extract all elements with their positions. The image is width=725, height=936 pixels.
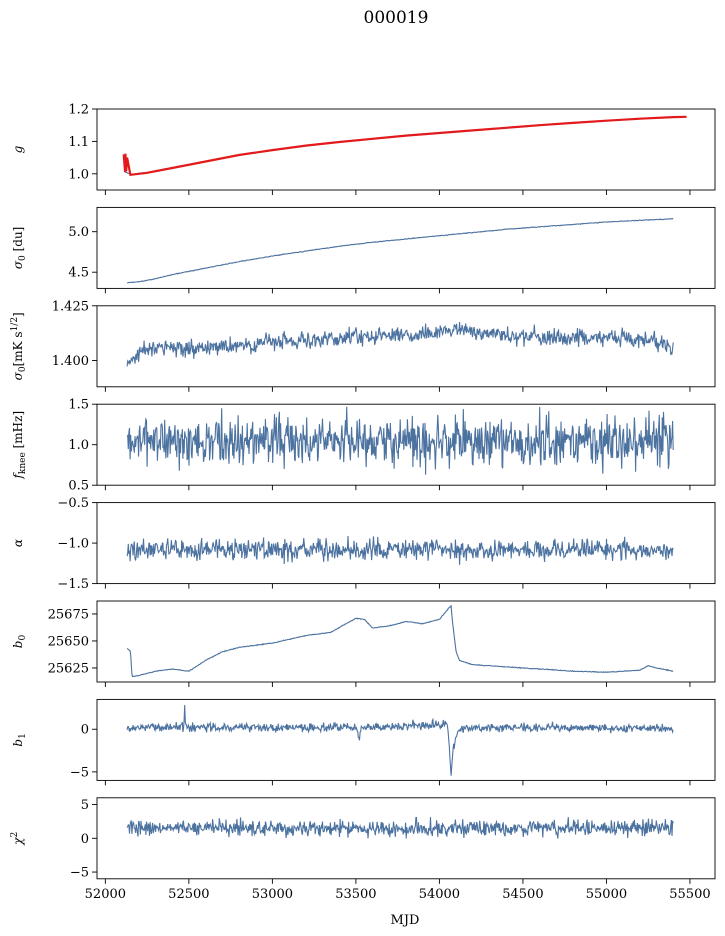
series-sigma0-du xyxy=(126,217,674,284)
y-tick-label: 1.0 xyxy=(68,438,89,453)
x-tick-label: 54500 xyxy=(502,887,543,902)
x-tick-label: 53500 xyxy=(335,887,376,902)
y-tick-label: 0 xyxy=(81,832,89,847)
axes-frame-sigma0-mk xyxy=(96,305,716,388)
panel-sigma0-du: 4.5 5.0 σ0 [du] xyxy=(11,206,716,294)
panel-b0: 25625 25650 25675 b0 xyxy=(11,600,716,687)
y-axis-label-sigma0-du: σ0 [du] xyxy=(11,227,28,270)
y-tick-label: −5 xyxy=(70,765,89,780)
y-tick-label: 4.5 xyxy=(68,266,89,281)
axes-frame-sigma0-du xyxy=(96,206,716,289)
axes-frame-g xyxy=(96,108,716,191)
y-tick-label: −1.0 xyxy=(57,537,89,552)
series-sigma0-mk xyxy=(126,321,674,367)
y-tick-label: 1.2 xyxy=(68,103,89,118)
y-tick-label: 1.5 xyxy=(68,398,89,413)
y-tick-label: 1.400 xyxy=(52,354,89,369)
y-axis-label-g: g xyxy=(11,145,25,153)
y-axis-label-fknee: fknee [mHz] xyxy=(11,411,28,480)
figure-title: 000019 xyxy=(364,8,429,28)
series-b0 xyxy=(126,604,674,678)
panel-b1: −5 0 b1 xyxy=(11,698,716,786)
y-tick-label: −0.5 xyxy=(57,496,89,511)
x-tick-label: 55500 xyxy=(669,887,710,902)
y-axis-label-b1: b1 xyxy=(11,733,28,746)
y-tick-label: 5 xyxy=(81,798,89,813)
y-tick-label: 1.0 xyxy=(68,167,89,182)
axes-frame-b1 xyxy=(96,698,716,781)
panel-alpha: −1.5 −1.0 −0.5 α xyxy=(11,496,716,592)
y-axis-label-chi2: χ2 xyxy=(10,832,25,846)
g-fit-series xyxy=(122,115,687,177)
series-alpha xyxy=(126,535,674,565)
x-tick-label: 52000 xyxy=(85,887,126,902)
y-axis-label-alpha: α xyxy=(11,539,25,547)
series-b1 xyxy=(126,704,674,776)
y-axis-label-b0: b0 xyxy=(11,635,28,649)
x-tick-label: 53000 xyxy=(252,887,293,902)
axes-frame-b0 xyxy=(96,600,716,683)
y-tick-label: −5 xyxy=(70,866,89,881)
y-tick-label: −1.5 xyxy=(57,577,89,592)
y-tick-label: 0 xyxy=(81,723,89,738)
y-axis-label-sigma0-mk: σ0[mK s1/2] xyxy=(10,312,28,380)
y-tick-label: 5.0 xyxy=(68,225,89,240)
x-tick-label: 54000 xyxy=(419,887,460,902)
x-tick-label: 52500 xyxy=(168,887,209,902)
x-axis-label: MJD xyxy=(391,913,420,928)
series-fknee xyxy=(126,406,674,475)
panels: 1.0 1.1 1.2 g 4.5 5.0 σ0 [du] 1.400 1.425 σ0[mK s… xyxy=(10,103,716,902)
panel-g: 1.0 1.1 1.2 g xyxy=(11,103,716,195)
series-chi2 xyxy=(126,816,674,839)
x-tick-label: 55000 xyxy=(586,887,627,902)
panel-fknee: 0.5 1.0 1.5 fknee [mHz] xyxy=(11,398,716,494)
y-tick-label: 25625 xyxy=(48,661,89,676)
y-tick-label: 1.425 xyxy=(52,299,89,314)
series-g xyxy=(125,115,685,176)
y-tick-label: 1.1 xyxy=(68,135,89,150)
y-tick-label: 25675 xyxy=(48,607,89,622)
panel-sigma0-mk: 1.400 1.425 σ0[mK s1/2] xyxy=(10,299,716,392)
y-tick-label: 0.5 xyxy=(68,479,89,494)
y-tick-label: 25650 xyxy=(48,634,89,649)
panel-chi2: −5 0 5 52000 52500 53000 53500 54000 54500 55000 5… xyxy=(10,797,716,902)
